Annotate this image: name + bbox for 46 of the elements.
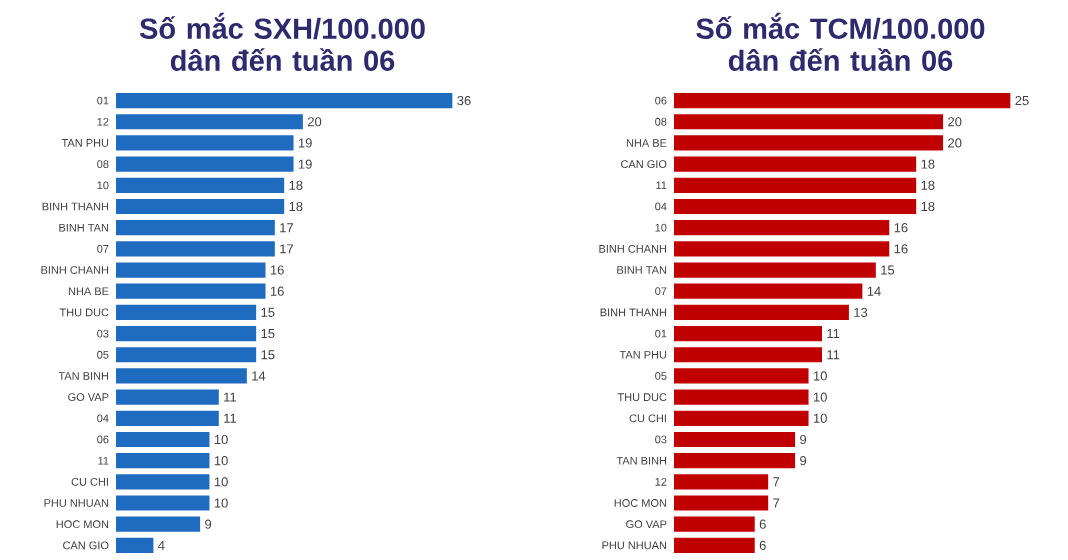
- bar: [116, 474, 210, 490]
- bar: [116, 114, 303, 130]
- bar: [674, 262, 876, 278]
- bar: [674, 220, 890, 236]
- bar: [116, 177, 285, 193]
- chart-title: Số mắc TCM/100.000 dân đến tuần 06: [696, 12, 985, 71]
- bar: [116, 283, 266, 299]
- bar: [674, 325, 822, 342]
- bar: [674, 453, 796, 469]
- bar: [674, 92, 1011, 109]
- bar: [674, 410, 809, 426]
- bar: [674, 114, 944, 130]
- bar: [116, 347, 257, 363]
- bar: [116, 516, 201, 532]
- bar: [116, 368, 247, 384]
- bar: [116, 389, 219, 405]
- bar: [116, 198, 285, 215]
- bar: [674, 347, 822, 363]
- bar: [116, 537, 154, 553]
- bar: [116, 220, 275, 236]
- bar: [116, 410, 219, 426]
- bar: [116, 241, 275, 257]
- bar: [674, 198, 917, 215]
- bar: [674, 283, 863, 299]
- bar: [116, 92, 453, 109]
- bar: [116, 431, 210, 448]
- bar: [674, 474, 769, 490]
- bar: [116, 304, 257, 320]
- chart-title: Số mắc SXH/100.000 dân đến tuần 06: [139, 12, 425, 71]
- bar: [674, 304, 849, 320]
- bar: [674, 135, 944, 151]
- bar: [674, 177, 917, 193]
- bar: [116, 262, 266, 278]
- bar: [116, 135, 294, 151]
- bar: [674, 241, 890, 257]
- bar: [674, 495, 769, 511]
- bar: [674, 389, 809, 405]
- bar: [674, 368, 809, 384]
- bar: [116, 453, 210, 469]
- bar: [674, 431, 796, 448]
- bar: [674, 156, 917, 172]
- bar: [116, 325, 257, 342]
- bar: [116, 495, 210, 511]
- bar: [116, 156, 294, 172]
- bar: [674, 516, 755, 532]
- bar: [674, 537, 755, 553]
